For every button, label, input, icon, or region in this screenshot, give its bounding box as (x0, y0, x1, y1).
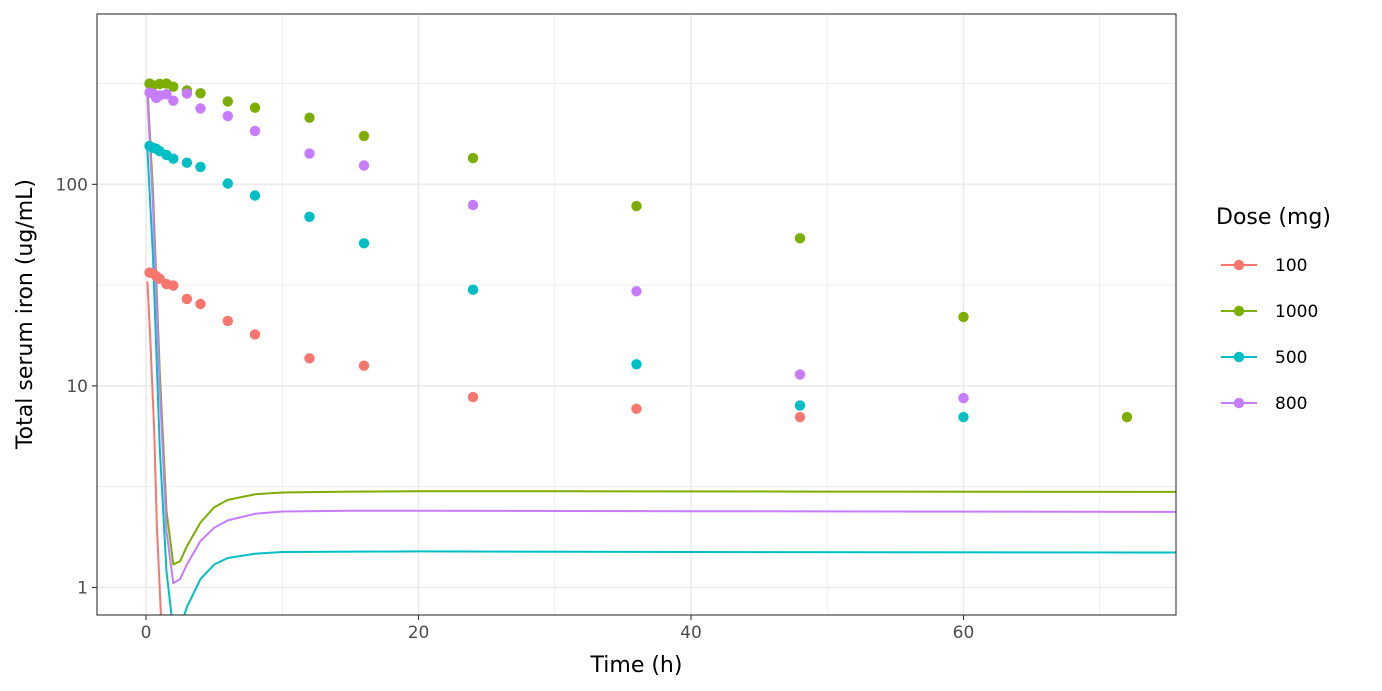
grid (97, 14, 1176, 615)
y-tick-label: 10 (66, 377, 88, 397)
legend-item-500: 500 (1221, 348, 1307, 368)
point-dose-800 (249, 125, 261, 137)
point-dose-500 (631, 359, 642, 370)
point-dose-800 (358, 160, 370, 171)
point-dose-1000 (304, 112, 315, 123)
plot-panel (97, 14, 1176, 615)
legend-key-point (1233, 305, 1245, 317)
point-dose-500 (304, 211, 315, 222)
point-dose-800 (181, 88, 193, 99)
legend-item-800: 800 (1221, 394, 1307, 414)
y-tick-label: 100 (56, 175, 88, 195)
legend-item-1000: 1000 (1221, 302, 1318, 322)
x-tick-label: 40 (680, 623, 702, 643)
plot-border (96, 13, 1177, 616)
curve-dose-800 (146, 97, 1176, 585)
point-dose-1000 (195, 88, 206, 99)
legend-title: Dose (mg) (1216, 205, 1331, 230)
point-dose-500 (249, 190, 261, 201)
point-dose-100 (467, 391, 479, 403)
legend-key-point (1233, 259, 1245, 271)
point-dose-800 (168, 95, 179, 106)
legend: Dose (mg) 100 1000 500 800 (1216, 205, 1331, 414)
legend-label: 500 (1275, 348, 1307, 368)
point-dose-800 (631, 286, 642, 297)
point-dose-100 (358, 360, 370, 371)
point-dose-1000 (631, 200, 642, 212)
legend-label: 800 (1275, 394, 1307, 414)
point-dose-1000 (1121, 411, 1133, 423)
point-dose-1000 (358, 130, 370, 142)
point-dose-1000 (467, 152, 479, 164)
point-dose-1000 (794, 233, 806, 244)
legend-key-point (1233, 351, 1245, 363)
point-dose-800 (161, 89, 172, 100)
point-dose-500 (222, 178, 233, 189)
point-dose-100 (794, 411, 806, 423)
point-dose-100 (631, 403, 642, 414)
x-axis-title: Time (h) (590, 653, 683, 678)
point-dose-1000 (958, 311, 969, 323)
point-dose-500 (958, 411, 969, 423)
point-dose-100 (249, 329, 261, 340)
point-dose-500 (467, 284, 479, 295)
point-dose-1000 (249, 102, 261, 113)
point-dose-800 (304, 148, 315, 159)
point-dose-800 (467, 199, 479, 211)
curve-dose-500 (146, 149, 1176, 615)
legend-key-point (1233, 397, 1245, 409)
point-dose-1000 (168, 81, 179, 92)
point-dose-100 (222, 315, 233, 327)
point-dose-100 (304, 353, 315, 364)
axes: 0 20 40 60 1 10 100 (56, 175, 975, 643)
point-dose-500 (168, 153, 179, 164)
x-tick-label: 60 (953, 623, 975, 643)
curve-dose-100 (146, 281, 162, 615)
point-dose-800 (195, 103, 206, 114)
point-dose-800 (222, 110, 233, 122)
point-dose-800 (794, 369, 806, 380)
point-dose-100 (168, 280, 179, 291)
point-dose-1000 (222, 96, 233, 107)
point-dose-100 (181, 293, 193, 305)
y-tick-label: 1 (77, 578, 88, 598)
x-tick-label: 20 (408, 623, 430, 643)
legend-label: 100 (1275, 256, 1307, 276)
point-dose-500 (195, 161, 206, 173)
point-dose-800 (958, 392, 969, 404)
observed-points (144, 78, 1133, 423)
legend-label: 1000 (1275, 302, 1318, 322)
point-dose-500 (358, 238, 370, 249)
point-dose-100 (195, 298, 206, 310)
x-tick-label: 0 (141, 623, 152, 643)
y-axis-title: Total serum iron (ug/mL) (13, 179, 38, 450)
legend-item-100: 100 (1221, 256, 1307, 276)
fitted-curves (146, 88, 1176, 615)
point-dose-500 (794, 400, 806, 411)
point-dose-500 (181, 157, 193, 168)
